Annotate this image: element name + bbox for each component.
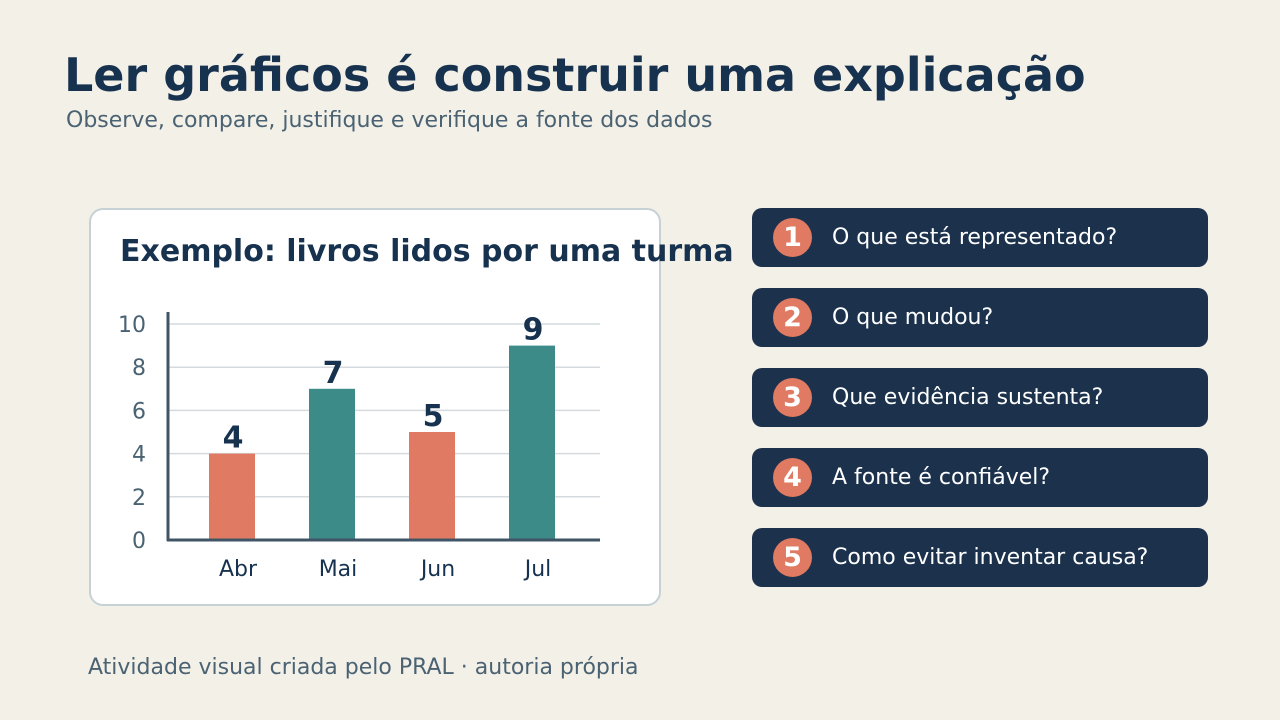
question-text: O que está representado? — [832, 225, 1118, 250]
question-card-1: 1 O que está representado? — [752, 208, 1208, 267]
question-card-2: 2 O que mudou? — [752, 288, 1208, 347]
page-title: Ler gráficos é construir uma explicação — [64, 48, 1086, 102]
question-number-badge: 2 — [773, 298, 812, 337]
page-subtitle: Observe, compare, justifique e verifique… — [66, 108, 713, 133]
question-text: Que evidência sustenta? — [832, 385, 1104, 410]
question-card-3: 3 Que evidência sustenta? — [752, 368, 1208, 427]
question-number-badge: 1 — [773, 218, 812, 257]
footer-credit: Atividade visual criada pelo PRAL · auto… — [88, 655, 639, 680]
question-text: Como evitar inventar causa? — [832, 545, 1149, 570]
question-number-badge: 5 — [773, 538, 812, 577]
question-number-badge: 3 — [773, 378, 812, 417]
question-text: O que mudou? — [832, 305, 994, 330]
question-number-badge: 4 — [773, 458, 812, 497]
question-card-5: 5 Como evitar inventar causa? — [752, 528, 1208, 587]
question-card-4: 4 A fonte é confiável? — [752, 448, 1208, 507]
question-text: A fonte é confiável? — [832, 465, 1051, 490]
chart-title: Exemplo: livros lidos por uma turma — [120, 234, 734, 269]
